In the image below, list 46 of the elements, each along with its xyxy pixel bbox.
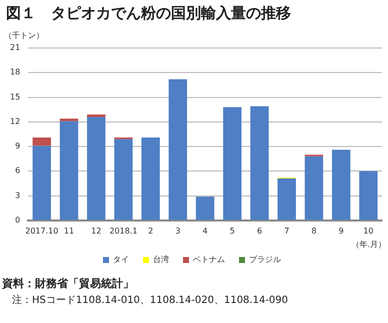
chart-title: 図１ タピオカでん粉の国別輸入量の推移 (5, 3, 292, 24)
legend-label: ブラジル (249, 255, 281, 264)
y-tick-label: 21 (10, 43, 20, 52)
bar (32, 146, 51, 220)
x-axis-title: （年.月） (351, 240, 386, 250)
bar (87, 114, 106, 117)
bar (196, 196, 214, 220)
bar (114, 139, 133, 220)
bar (141, 137, 160, 220)
x-tick-label: 6 (256, 226, 262, 236)
x-tick-label: 4 (202, 226, 208, 236)
bar (32, 137, 51, 146)
text: 注：HSコード1108.14-010、1108.14-020、1108.14-090 (11, 294, 290, 307)
x-tick-label: 9 (338, 226, 344, 236)
x-tick-label: 7 (284, 226, 290, 236)
text: 資料：財務省「貿易統計」 (1, 276, 135, 291)
y-tick-label: 0 (15, 215, 20, 224)
bar (60, 118, 78, 122)
x-tick-label: 5 (230, 226, 235, 236)
bar (359, 171, 378, 220)
x-tick-label: 10 (363, 226, 374, 236)
y-tick-label: 12 (10, 116, 20, 126)
bar (87, 116, 106, 220)
bar (223, 107, 242, 220)
bar (332, 150, 350, 220)
y-tick-label: 15 (10, 92, 20, 102)
y-tick-label: 3 (15, 190, 20, 200)
y-axis-title: （千トン） (4, 31, 44, 40)
legend-label: ベトナム (193, 255, 225, 264)
x-tick-label: 8 (311, 226, 317, 236)
x-tick-label: 11 (64, 226, 74, 236)
x-tick-label: 2018.1 (109, 226, 138, 236)
x-tick-label: 3 (175, 226, 180, 236)
legend-label: タイ (113, 255, 129, 264)
bar (168, 79, 188, 220)
bar (60, 121, 78, 220)
x-tick-label: 12 (91, 226, 102, 236)
bar (304, 156, 324, 220)
x-tick-label: 2017.10 (25, 226, 58, 236)
x-tick-label: 2 (148, 226, 154, 236)
bar (250, 106, 269, 220)
legend-label: 台湾 (153, 255, 169, 264)
y-tick-label: 18 (10, 68, 20, 77)
bar (278, 178, 296, 220)
y-tick-label: 9 (15, 142, 20, 151)
y-tick-label: 6 (15, 166, 20, 176)
